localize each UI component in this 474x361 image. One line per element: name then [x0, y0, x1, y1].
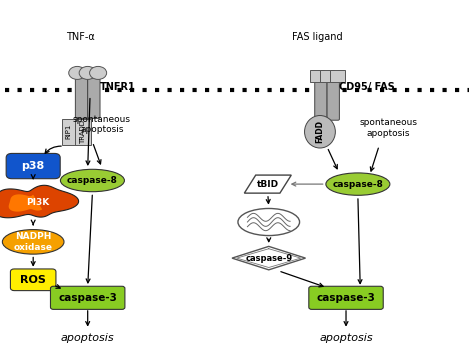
Text: NADPH
oxidase: NADPH oxidase — [14, 232, 53, 252]
FancyBboxPatch shape — [6, 153, 60, 179]
Polygon shape — [0, 185, 79, 218]
FancyBboxPatch shape — [309, 286, 383, 309]
Text: TNF-α: TNF-α — [66, 31, 95, 42]
FancyBboxPatch shape — [62, 118, 76, 145]
Text: PI3K: PI3K — [26, 198, 50, 206]
Text: apoptosis: apoptosis — [61, 332, 115, 343]
Text: caspase-8: caspase-8 — [67, 176, 118, 185]
Text: CD95/ FAS: CD95/ FAS — [339, 82, 395, 92]
Polygon shape — [9, 194, 42, 212]
Text: caspase-9: caspase-9 — [245, 254, 292, 262]
Text: caspase-8: caspase-8 — [332, 180, 383, 188]
Text: spontaneous
apoptosis: spontaneous apoptosis — [360, 118, 418, 138]
Text: caspase-3: caspase-3 — [58, 293, 117, 303]
Text: TNFR1: TNFR1 — [100, 82, 135, 92]
Ellipse shape — [2, 230, 64, 254]
FancyBboxPatch shape — [10, 269, 56, 291]
Circle shape — [69, 66, 86, 79]
FancyBboxPatch shape — [327, 77, 339, 120]
FancyBboxPatch shape — [75, 77, 88, 118]
Text: RIP1: RIP1 — [66, 124, 72, 139]
Text: spontaneous
apoptosis: spontaneous apoptosis — [73, 115, 131, 134]
Text: FADD: FADD — [316, 120, 324, 143]
FancyBboxPatch shape — [330, 70, 345, 82]
Polygon shape — [245, 175, 291, 193]
Ellipse shape — [305, 116, 336, 148]
FancyBboxPatch shape — [320, 70, 334, 82]
FancyBboxPatch shape — [88, 77, 100, 118]
FancyBboxPatch shape — [50, 286, 125, 309]
Text: ROS: ROS — [20, 275, 46, 285]
Ellipse shape — [326, 173, 390, 195]
Ellipse shape — [238, 208, 300, 235]
Text: FAS ligand: FAS ligand — [292, 31, 343, 42]
Polygon shape — [232, 246, 305, 270]
Ellipse shape — [61, 169, 124, 192]
Text: caspase-3: caspase-3 — [317, 293, 375, 303]
Text: TRADD: TRADD — [80, 120, 86, 144]
FancyBboxPatch shape — [75, 118, 91, 145]
Text: tBID: tBID — [257, 180, 279, 188]
Circle shape — [90, 66, 107, 79]
FancyBboxPatch shape — [315, 77, 327, 120]
Circle shape — [79, 66, 96, 79]
FancyBboxPatch shape — [310, 70, 324, 82]
Text: p38: p38 — [21, 161, 45, 171]
Text: apoptosis: apoptosis — [319, 332, 373, 343]
